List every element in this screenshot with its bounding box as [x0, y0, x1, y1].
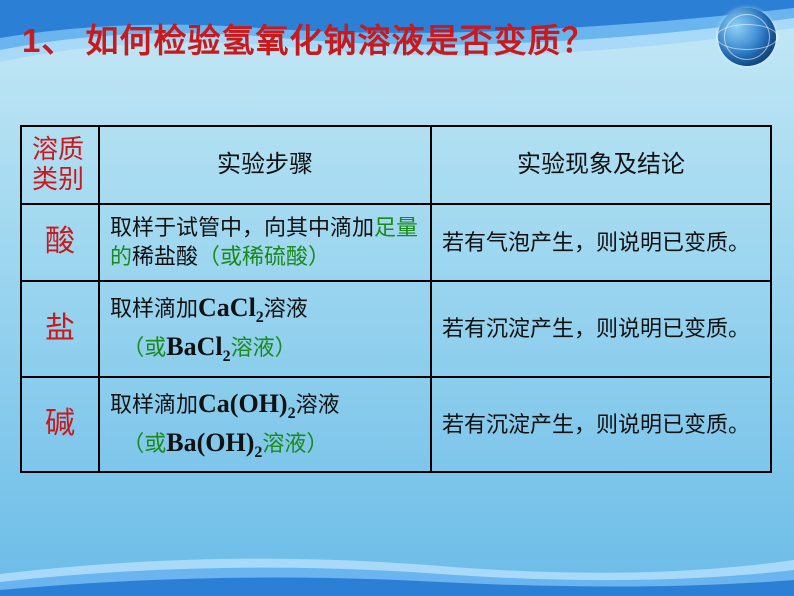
table-header-row: 溶质类别 实验步骤 实验现象及结论: [21, 126, 771, 204]
conclusion-cell: 若有沉淀产生，则说明已变质。: [431, 281, 771, 377]
row-label-acid: 酸: [21, 204, 99, 281]
step-cell: 取样于试管中，向其中滴加足量的稀盐酸（或稀硫酸）: [99, 204, 431, 281]
header-conclusion: 实验现象及结论: [431, 126, 771, 204]
step-cell: 取样滴加CaCl2溶液 （或BaCl2溶液）: [99, 281, 431, 377]
row-label-base: 碱: [21, 377, 99, 473]
header-steps: 实验步骤: [99, 126, 431, 204]
table-row: 碱 取样滴加Ca(OH)2溶液 （或Ba(OH)2溶液） 若有沉淀产生，则说明已…: [21, 377, 771, 473]
footer-decoration: [0, 546, 794, 596]
content-table: 溶质类别 实验步骤 实验现象及结论 酸 取样于试管中，向其中滴加足量的稀盐酸（或…: [20, 125, 770, 473]
table-row: 盐 取样滴加CaCl2溶液 （或BaCl2溶液） 若有沉淀产生，则说明已变质。: [21, 281, 771, 377]
row-label-salt: 盐: [21, 281, 99, 377]
globe-icon: [718, 8, 776, 66]
conclusion-cell: 若有沉淀产生，则说明已变质。: [431, 377, 771, 473]
slide-title: 1、 如何检验氢氧化钠溶液是否变质？: [22, 14, 704, 62]
step-cell: 取样滴加Ca(OH)2溶液 （或Ba(OH)2溶液）: [99, 377, 431, 473]
table-row: 酸 取样于试管中，向其中滴加足量的稀盐酸（或稀硫酸） 若有气泡产生，则说明已变质…: [21, 204, 771, 281]
header-solute-type: 溶质类别: [21, 126, 99, 204]
conclusion-cell: 若有气泡产生，则说明已变质。: [431, 204, 771, 281]
